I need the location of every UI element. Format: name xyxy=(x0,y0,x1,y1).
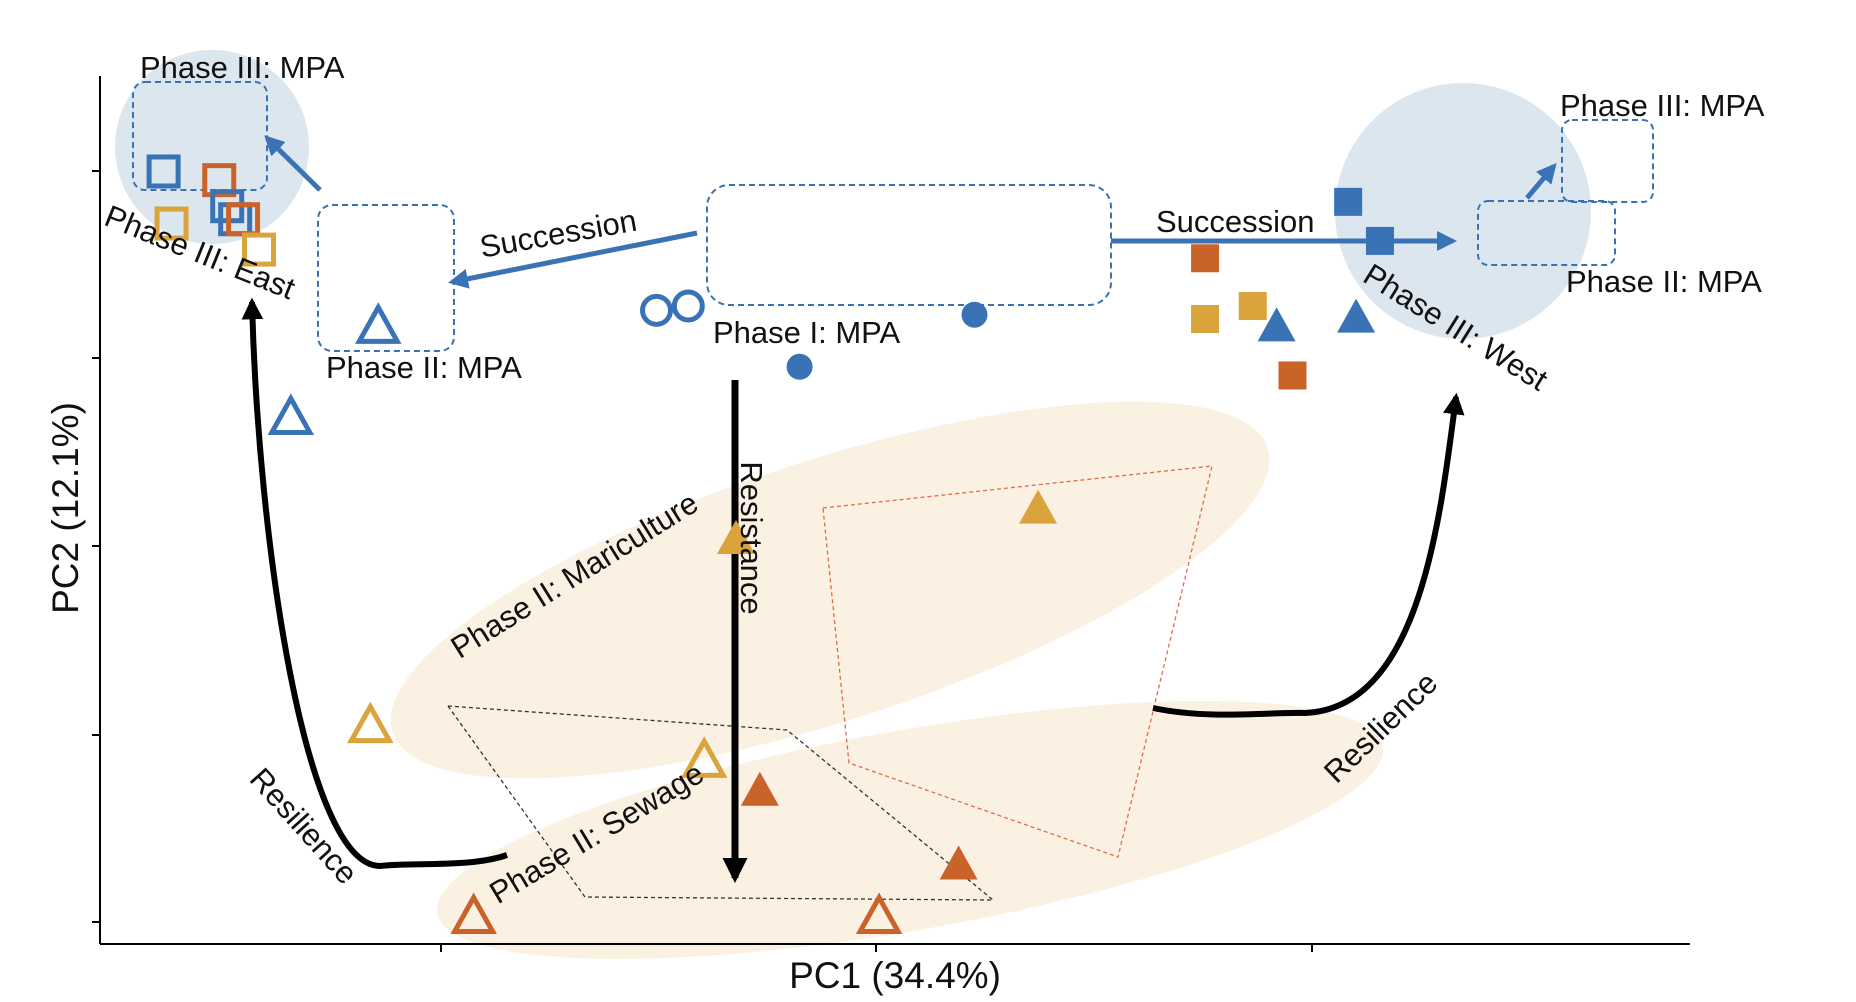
marker-square-open-14 xyxy=(242,232,276,267)
marker-square-filled-20 xyxy=(1278,361,1307,390)
succession-arrow-east xyxy=(448,230,698,289)
phase3-east-region xyxy=(115,50,309,244)
marker-square-filled-16 xyxy=(1365,226,1394,255)
phase2-west-mpa-box xyxy=(1477,200,1616,266)
mariculture-link xyxy=(822,465,1213,858)
sewage-region xyxy=(436,700,1384,960)
sample-links xyxy=(446,465,1213,901)
marker-square-open-9 xyxy=(202,163,237,198)
data-markers xyxy=(146,154,1394,935)
marker-circle-filled-3 xyxy=(961,301,988,328)
label-phase3-west-mpa: Phase III: MPA xyxy=(1560,88,1765,123)
marker-circle-filled-2 xyxy=(786,353,813,380)
marker-circle-open-0 xyxy=(640,293,673,327)
resilience-arrow-west xyxy=(1152,392,1465,718)
label-phase2-west-mpa: Phase II: MPA xyxy=(1566,264,1762,299)
label-resistance: Resistance xyxy=(734,461,769,614)
mariculture-region xyxy=(390,401,1270,779)
marker-square-filled-19 xyxy=(1238,292,1267,321)
marker-triangle-filled-6 xyxy=(1257,307,1296,342)
label-phase2-east-mpa: Phase II: MPA xyxy=(326,350,522,385)
marker-triangle-open-26 xyxy=(680,736,728,778)
marker-circle-open-1 xyxy=(671,289,705,323)
label-phase1-mpa: Phase I: MPA xyxy=(713,315,901,350)
marker-triangle-open-28 xyxy=(855,892,903,935)
phase2-east-mpa-box xyxy=(317,204,455,352)
marker-square-filled-15 xyxy=(1334,187,1363,216)
marker-triangle-open-27 xyxy=(450,892,497,935)
axes: PC1 (34.4%) PC2 (12.1%) xyxy=(45,76,1690,996)
resilience-arrow-east xyxy=(241,297,508,870)
phase3-west-region xyxy=(1335,83,1591,339)
marker-triangle-filled-22 xyxy=(1019,489,1058,524)
marker-triangle-filled-23 xyxy=(740,771,779,806)
marker-square-open-12 xyxy=(154,206,189,241)
y-axis-title: PC2 (12.1%) xyxy=(45,402,86,614)
phase3-west-mpa-box xyxy=(1561,119,1654,203)
phase2-to-phase3-west-arrow xyxy=(1525,162,1557,200)
label-phase3-east-mpa: Phase III: MPA xyxy=(140,50,345,85)
marker-triangle-filled-24 xyxy=(939,845,978,880)
marker-square-filled-18 xyxy=(1191,305,1220,334)
label-resilience-east: Resilience xyxy=(243,761,365,891)
marker-triangle-filled-7 xyxy=(1337,298,1376,333)
x-axis-title: PC1 (34.4%) xyxy=(789,955,1001,996)
marker-square-open-8 xyxy=(146,154,181,189)
marker-triangle-filled-21 xyxy=(717,519,755,554)
group-boxes xyxy=(132,81,1654,352)
background-regions xyxy=(115,50,1591,960)
marker-triangle-open-5 xyxy=(267,393,315,435)
sewage-link xyxy=(446,705,995,901)
label-succession-east: Succession xyxy=(477,203,639,265)
marker-square-filled-17 xyxy=(1191,244,1220,273)
label-succession-west: Succession xyxy=(1156,204,1315,239)
phase1-mpa-box xyxy=(706,184,1112,306)
marker-triangle-open-4 xyxy=(354,302,402,344)
phase2-to-phase3-east-arrow xyxy=(264,135,322,192)
marker-triangle-open-25 xyxy=(347,701,394,744)
arrows xyxy=(241,135,1557,884)
